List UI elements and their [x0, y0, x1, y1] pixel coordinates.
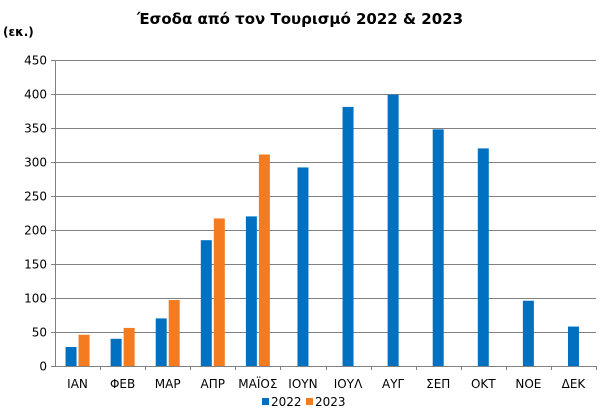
bar-2022 [342, 106, 354, 367]
x-tick-label: ΦΕΒ [110, 377, 135, 391]
bar-2022 [245, 216, 257, 366]
y-tick-label: 350 [24, 122, 47, 136]
bar-2023 [78, 334, 90, 366]
y-tick-label: 150 [24, 258, 47, 272]
y-tick-label: 450 [24, 54, 47, 68]
y-tick-label: 50 [32, 326, 47, 340]
x-tick-label: ΑΥΓ [382, 377, 405, 391]
bar-2023 [123, 327, 135, 366]
bar-2023 [168, 300, 180, 366]
chart-title: Έσοδα από τον Τουρισμό 2022 & 2023 [136, 10, 463, 28]
bar-2023 [258, 154, 270, 366]
x-tick-label: ΜΑΪΟΣ [238, 376, 277, 391]
legend-swatch-2023 [306, 398, 313, 405]
x-tick-label: ΣΕΠ [426, 377, 450, 391]
bar-2022 [567, 326, 579, 366]
bars [65, 94, 579, 367]
x-tick-label: ΝΟΕ [515, 377, 541, 391]
y-tick-label: 300 [24, 156, 47, 170]
legend: 2022 2023 [262, 395, 346, 409]
bar-2022 [522, 300, 534, 366]
legend-label-2023: 2023 [315, 395, 346, 409]
x-tick-label: ΜΑΡ [155, 377, 181, 391]
bar-2023 [213, 218, 225, 366]
y-tick-label: 250 [24, 190, 47, 204]
bar-2022 [110, 338, 122, 366]
x-tick-label: ΙΟΥΝ [288, 377, 317, 391]
x-tick-label: ΑΠΡ [201, 377, 225, 391]
legend-label-2022: 2022 [271, 395, 302, 409]
bar-2022 [387, 94, 399, 367]
bar-2022 [432, 129, 444, 366]
gridlines [55, 60, 596, 333]
x-tick-label: ΙΟΥΛ [334, 377, 363, 391]
bar-2022 [297, 167, 309, 366]
legend-swatch-2022 [262, 398, 269, 405]
x-tick-label: ΙΑΝ [67, 377, 88, 391]
y-tick-label: 200 [24, 224, 47, 238]
bar-2022 [155, 318, 167, 366]
y-tick-label: 100 [24, 292, 47, 306]
bar-2022 [200, 240, 212, 366]
y-tick-label: 400 [24, 88, 47, 102]
y-tick-label: 0 [39, 360, 47, 374]
y-unit-label: (εκ.) [3, 25, 34, 39]
bar-2022 [65, 346, 77, 366]
x-tick-label: ΟΚΤ [471, 377, 496, 391]
x-tick-label: ΔΕΚ [562, 377, 587, 391]
bar-2022 [477, 148, 489, 366]
axes: 0 50 100 150 200 250 300 350 400 450 ΙΑΝ ΦΕΒ ΜΑΡ ΑΠΡ Μ… [24, 54, 597, 391]
